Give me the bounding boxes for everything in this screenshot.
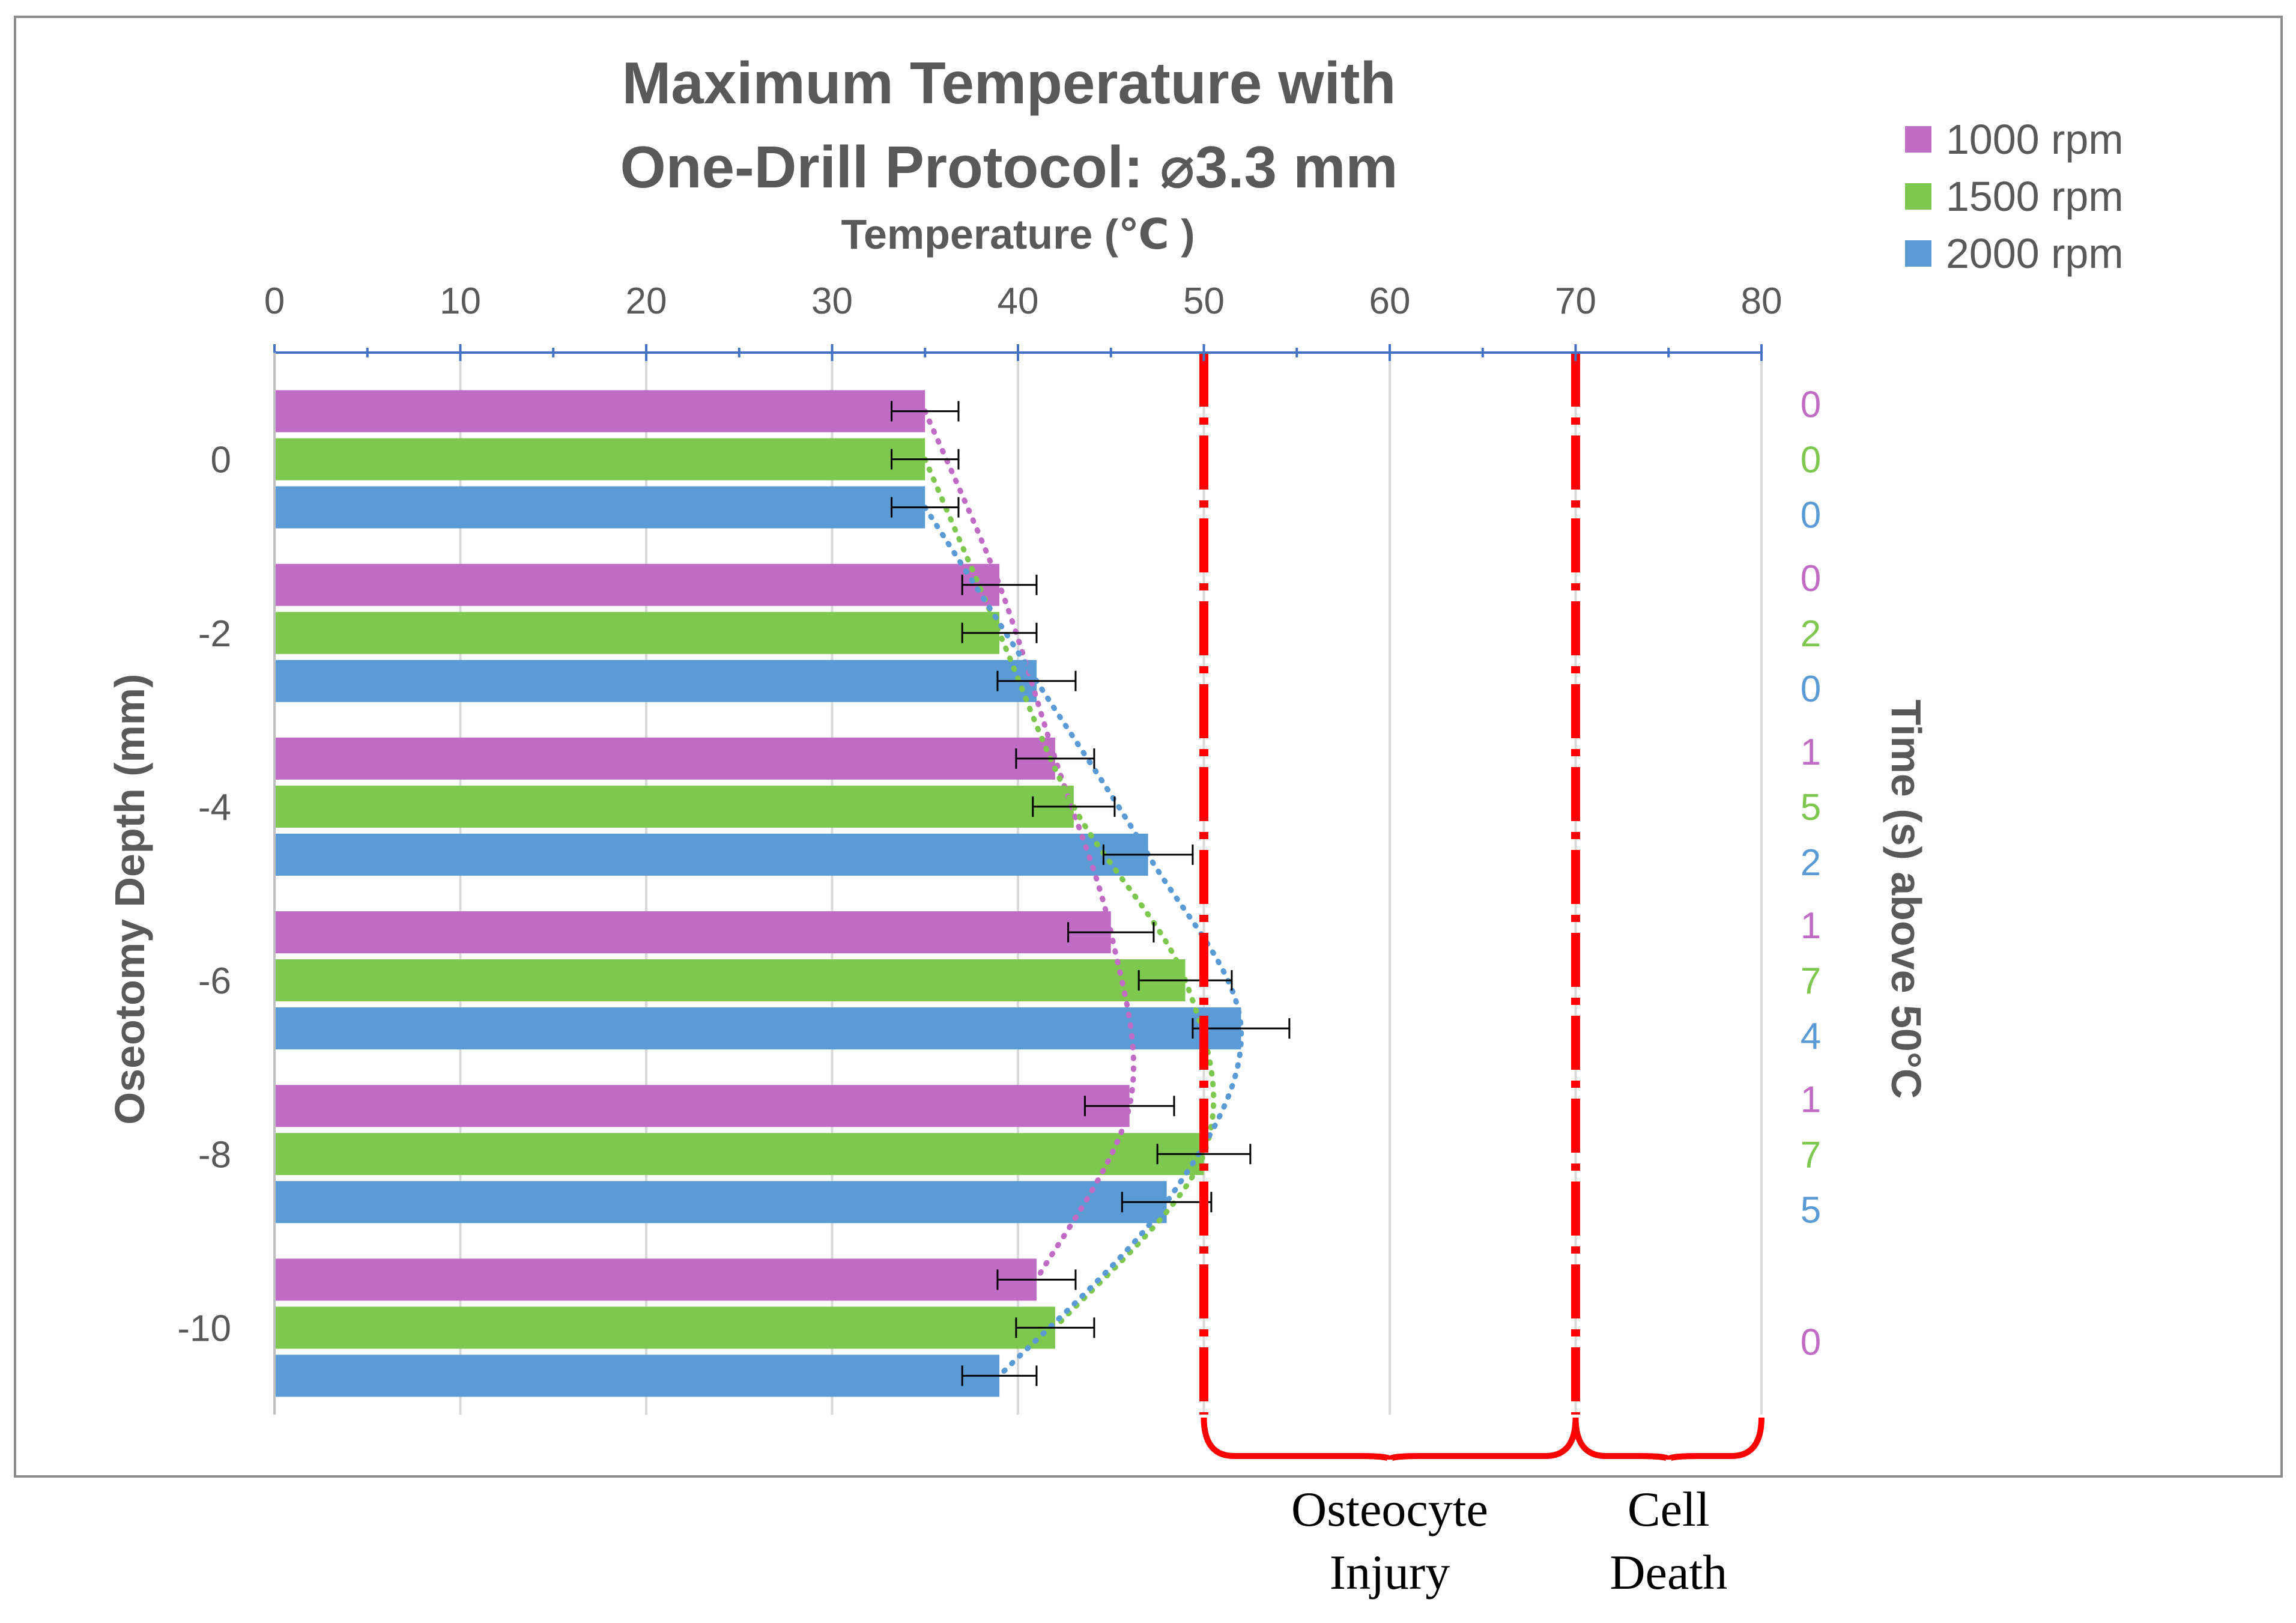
bar-1000-rpm-depth--2 bbox=[274, 563, 1000, 606]
time-labels: 0 0 0 0 2 0 1 5 2 1 7 4 1 7 5 0 bbox=[1801, 384, 1821, 1364]
bar-2000-rpm-depth--2 bbox=[274, 660, 1037, 702]
trendline-2000-rpm bbox=[922, 505, 1244, 1379]
x-tick-label: 10 bbox=[440, 281, 481, 322]
y-category-label: -8 bbox=[198, 1134, 231, 1176]
legend-swatch bbox=[1905, 183, 1931, 210]
bar-2000-rpm-depth--6 bbox=[274, 1007, 1241, 1050]
time-label: 7 bbox=[1801, 960, 1821, 1002]
time-label: 0 bbox=[1801, 669, 1821, 710]
bar-2000-rpm-depth-0 bbox=[274, 486, 925, 529]
time-label: 0 bbox=[1801, 1321, 1821, 1363]
time-label: 2 bbox=[1801, 842, 1821, 884]
legend-swatch bbox=[1905, 126, 1931, 153]
legend-label: 1500 rpm bbox=[1946, 173, 2124, 220]
y-category-label: -4 bbox=[198, 787, 231, 828]
bar-1000-rpm-depth--4 bbox=[274, 737, 1055, 780]
legend: 1000 rpm 1500 rpm 2000 rpm bbox=[1905, 116, 2124, 277]
bar-2000-rpm-depth--10 bbox=[274, 1355, 1000, 1397]
bar-1500-rpm-depth--8 bbox=[274, 1133, 1204, 1176]
bar-1000-rpm-depth--8 bbox=[274, 1085, 1130, 1127]
time-label: 0 bbox=[1801, 440, 1821, 481]
bar-1000-rpm-depth--6 bbox=[274, 911, 1111, 954]
x-tick-label: 80 bbox=[1741, 281, 1783, 322]
time-label: 0 bbox=[1801, 558, 1821, 599]
bar-2000-rpm-depth--4 bbox=[274, 833, 1148, 876]
time-label: 2 bbox=[1801, 613, 1821, 655]
zone-label: Cell bbox=[1628, 1482, 1710, 1537]
bar-1500-rpm-depth--4 bbox=[274, 785, 1074, 828]
error-layer bbox=[891, 401, 1291, 1386]
x-tick-label: 0 bbox=[264, 281, 285, 322]
bar-1500-rpm-depth--2 bbox=[274, 611, 1000, 654]
time-label: 1 bbox=[1801, 1079, 1821, 1120]
time-label: 5 bbox=[1801, 787, 1821, 828]
axis-layer: 0 10 20 30 40 50 60 70 80 0 -2 -4 -6 -8 -10 bbox=[177, 281, 1782, 1415]
time-label: 5 bbox=[1801, 1189, 1821, 1231]
bar-1000-rpm-depth-0 bbox=[274, 390, 925, 432]
zone-label: Osteocyte bbox=[1291, 1482, 1488, 1537]
reference-lines bbox=[1199, 353, 1580, 1415]
zone-annotations: Osteocyte Injury Cell Death bbox=[1201, 1417, 1764, 1600]
chart-title-line-2: One-Drill Protocol: ⌀3.3 mm bbox=[620, 134, 1398, 200]
chart-title-line-1: Maximum Temperature with bbox=[622, 50, 1396, 116]
time-label: 1 bbox=[1801, 905, 1821, 947]
bar-1000-rpm-depth--10 bbox=[274, 1258, 1037, 1301]
x-tick-label: 70 bbox=[1555, 281, 1596, 322]
right-axis-title: Time (s) above 50°C bbox=[1883, 700, 1930, 1099]
y-category-label: -2 bbox=[198, 613, 231, 655]
x-tick-label: 30 bbox=[811, 281, 853, 322]
bars-layer bbox=[274, 390, 1241, 1397]
bar-1500-rpm-depth--10 bbox=[274, 1306, 1055, 1349]
x-tick-label: 20 bbox=[626, 281, 667, 322]
bar-2000-rpm-depth--8 bbox=[274, 1181, 1167, 1224]
zone-label: Injury bbox=[1330, 1545, 1450, 1600]
zone-brace bbox=[1201, 1417, 1579, 1462]
y-category-label: -10 bbox=[177, 1308, 231, 1349]
x-tick-label: 40 bbox=[998, 281, 1039, 322]
x-tick-label: 60 bbox=[1369, 281, 1411, 322]
time-label: 0 bbox=[1801, 495, 1821, 536]
zone-label: Death bbox=[1610, 1545, 1727, 1600]
x-axis-title: Temperature (℃ ) bbox=[841, 211, 1195, 258]
x-tick-label: 50 bbox=[1183, 281, 1225, 322]
trendline-1000-rpm bbox=[922, 408, 1136, 1282]
time-label: 4 bbox=[1801, 1016, 1821, 1057]
legend-label: 1000 rpm bbox=[1946, 116, 2124, 163]
y-category-label: -6 bbox=[198, 960, 231, 1002]
time-label: 7 bbox=[1801, 1134, 1821, 1176]
time-label: 1 bbox=[1801, 732, 1821, 773]
trend-layer bbox=[922, 408, 1244, 1379]
bar-1500-rpm-depth--6 bbox=[274, 959, 1186, 1002]
legend-label: 2000 rpm bbox=[1946, 230, 2124, 277]
y-axis-title: Oseotomy Depth (mm) bbox=[106, 674, 153, 1125]
time-label: 0 bbox=[1801, 384, 1821, 426]
bar-1500-rpm-depth-0 bbox=[274, 438, 925, 481]
zone-brace bbox=[1572, 1417, 1764, 1462]
legend-swatch bbox=[1905, 240, 1931, 267]
y-category-label: 0 bbox=[211, 440, 231, 481]
